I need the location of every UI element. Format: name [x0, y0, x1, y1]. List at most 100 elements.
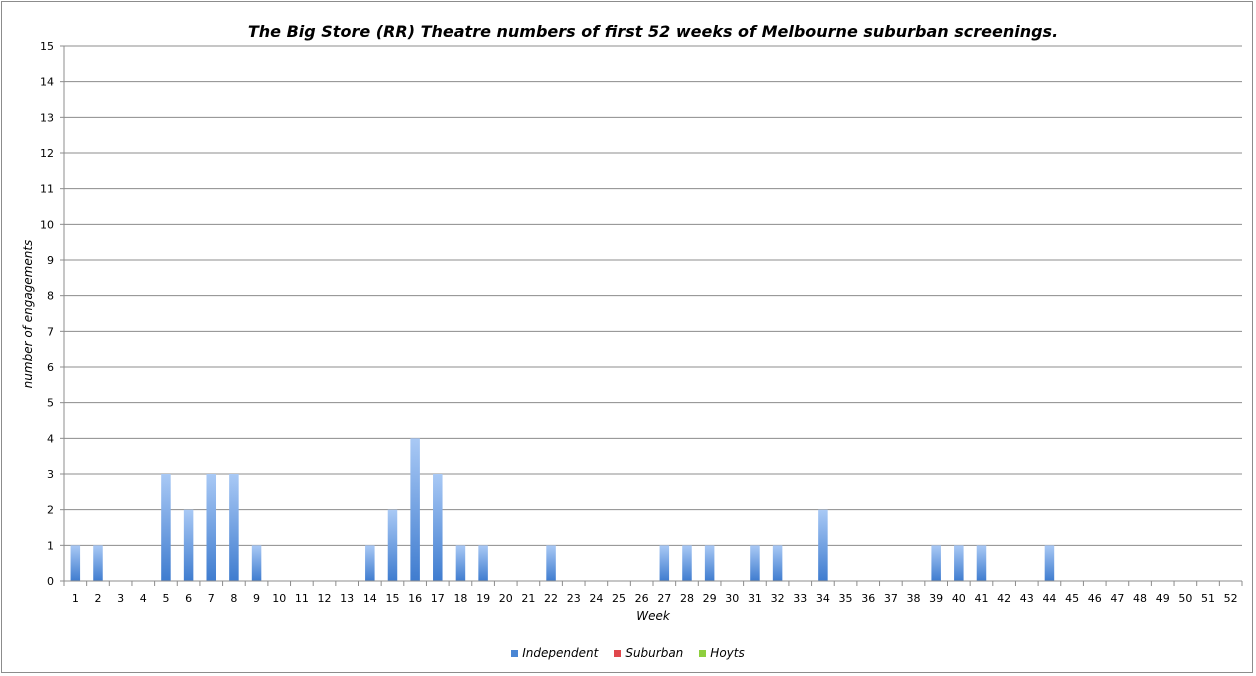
x-tick-label: 33 [793, 592, 807, 605]
y-tick-label: 11 [40, 183, 54, 196]
x-tick-label: 26 [635, 592, 649, 605]
bar-independent-week-2 [93, 545, 103, 581]
legend-item-hoyts: Hoyts [699, 646, 745, 660]
grid-lines [64, 45, 1242, 582]
x-tick-label: 44 [1042, 592, 1056, 605]
x-tick-label: 39 [929, 592, 943, 605]
y-tick-label: 9 [47, 254, 54, 267]
y-tick-label: 15 [40, 40, 54, 53]
x-tick-label: 43 [1020, 592, 1034, 605]
x-tick-label: 41 [974, 592, 988, 605]
x-tick-label: 18 [453, 592, 467, 605]
bar-independent-week-5 [161, 474, 171, 581]
x-tick-label: 11 [295, 592, 309, 605]
x-tick-label: 19 [476, 592, 490, 605]
x-tick-label: 31 [748, 592, 762, 605]
x-tick-label: 1 [72, 592, 79, 605]
bar-independent-week-14 [365, 545, 375, 581]
y-tick-label: 6 [47, 361, 54, 374]
x-tick-label: 32 [771, 592, 785, 605]
x-tick-label: 10 [272, 592, 286, 605]
x-tick-label: 21 [521, 592, 535, 605]
x-tick-label: 5 [162, 592, 169, 605]
bar-independent-week-44 [1044, 545, 1055, 581]
bars [70, 438, 1055, 581]
y-tick-label: 5 [47, 397, 54, 410]
y-tick-label: 14 [40, 76, 54, 89]
legend-item-independent: Independent [511, 646, 598, 660]
y-tick-label: 12 [40, 147, 54, 160]
bar-independent-week-41 [976, 545, 987, 581]
x-tick-label: 37 [884, 592, 898, 605]
x-axis-label: Week [636, 609, 670, 623]
x-tick-label: 45 [1065, 592, 1079, 605]
x-tick-label: 47 [1110, 592, 1124, 605]
y-tick-label: 10 [40, 218, 54, 231]
bar-independent-week-19 [478, 545, 488, 581]
x-tick-label: 40 [952, 592, 966, 605]
x-tick-label: 25 [612, 592, 626, 605]
y-tick-label: 7 [47, 325, 54, 338]
y-tick-label: 13 [40, 111, 54, 124]
legend-swatch [699, 650, 707, 657]
legend-item-suburban: Suburban [614, 646, 683, 660]
x-tick-label: 7 [208, 592, 215, 605]
x-tick-label: 4 [140, 592, 147, 605]
y-tick-label: 4 [47, 432, 54, 445]
legend-swatch [614, 650, 622, 657]
legend-swatch [511, 650, 519, 657]
legend-label: Suburban [625, 646, 684, 660]
bar-independent-week-22 [546, 545, 556, 581]
x-tick-label: 52 [1224, 592, 1238, 605]
x-tick-label: 3 [117, 592, 124, 605]
x-tick-label: 20 [499, 592, 513, 605]
bar-independent-week-39 [931, 545, 941, 581]
x-tick-label: 35 [839, 592, 853, 605]
x-tick-label: 16 [408, 592, 422, 605]
legend-label: Independent [522, 646, 599, 660]
x-tick-label: 22 [544, 592, 558, 605]
x-tick-label: 2 [94, 592, 101, 605]
x-tick-label: 27 [657, 592, 671, 605]
bar-independent-week-32 [772, 545, 783, 581]
y-tick-label: 8 [47, 290, 54, 303]
bar-independent-week-40 [954, 545, 964, 581]
bar-independent-week-27 [659, 545, 670, 581]
x-tick-label: 51 [1201, 592, 1215, 605]
x-tick-label: 34 [816, 592, 830, 605]
bar-independent-week-8 [229, 474, 239, 581]
x-tick-label: 14 [363, 592, 377, 605]
y-tick-label: 0 [47, 575, 54, 588]
bar-independent-week-9 [251, 545, 262, 581]
bar-independent-week-29 [704, 545, 715, 581]
y-tick-label: 3 [47, 468, 54, 481]
bar-independent-week-16 [410, 438, 420, 581]
bar-independent-week-17 [433, 474, 443, 581]
x-tick-label: 46 [1088, 592, 1102, 605]
x-tick-label: 24 [589, 592, 603, 605]
x-tick-label: 50 [1178, 592, 1192, 605]
x-tick-label: 8 [230, 592, 237, 605]
bar-independent-week-31 [750, 545, 760, 581]
x-tick-label: 36 [861, 592, 875, 605]
bar-independent-week-34 [818, 509, 828, 581]
x-tick-label: 13 [340, 592, 354, 605]
x-tick-label: 30 [725, 592, 739, 605]
x-tick-label: 6 [185, 592, 192, 605]
bar-independent-week-7 [206, 474, 217, 581]
chart-title: The Big Store (RR) Theatre numbers of fi… [247, 22, 1059, 41]
bar-independent-week-15 [387, 509, 398, 581]
y-tick-label: 1 [47, 539, 54, 552]
x-tick-label: 49 [1156, 592, 1170, 605]
y-tick-label: 2 [47, 504, 54, 517]
x-tick-label: 23 [567, 592, 581, 605]
bar-independent-week-28 [682, 545, 692, 581]
x-tick-label: 15 [385, 592, 399, 605]
x-tick-label: 42 [997, 592, 1011, 605]
x-tick-label: 9 [253, 592, 260, 605]
x-tick-label: 28 [680, 592, 694, 605]
x-tick-label: 38 [907, 592, 921, 605]
x-tick-label: 17 [431, 592, 445, 605]
